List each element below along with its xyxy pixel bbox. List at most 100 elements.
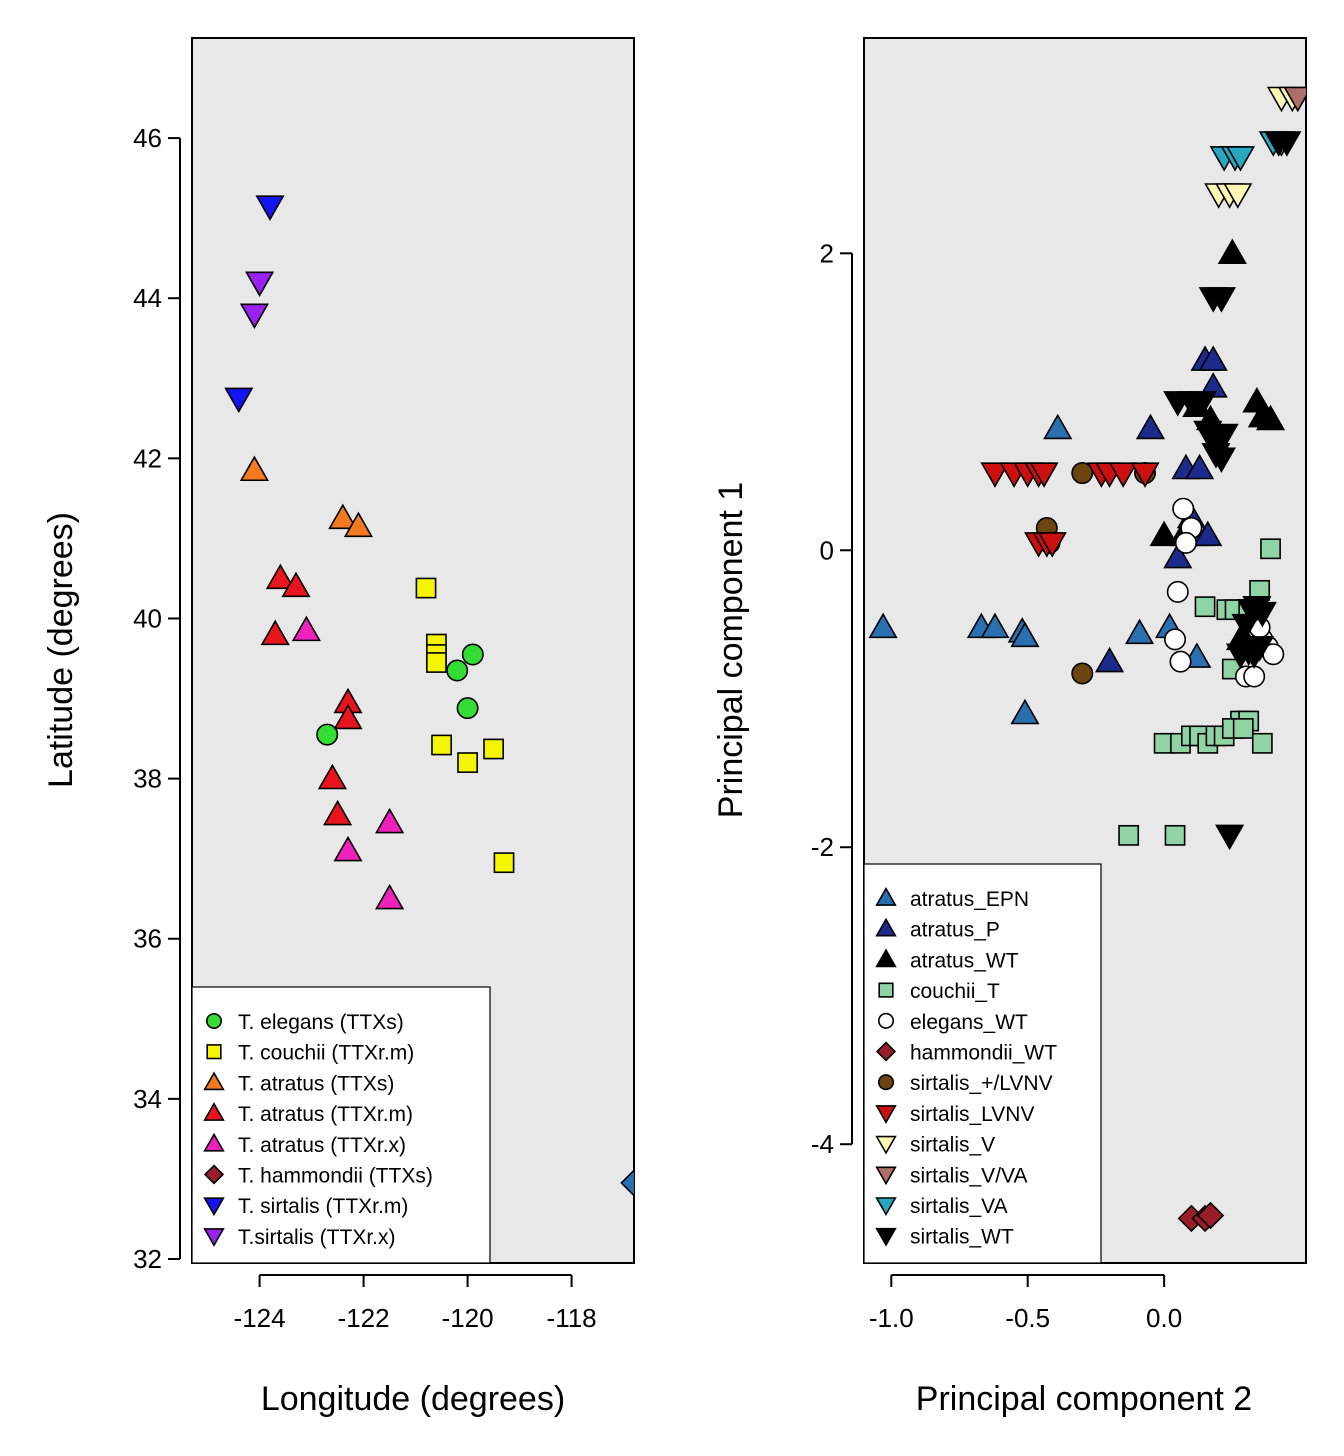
legend-marker bbox=[878, 982, 894, 998]
data-point-square bbox=[415, 577, 437, 599]
data-point-triangle-down bbox=[1209, 423, 1239, 450]
data-point-triangle-down bbox=[1215, 824, 1245, 851]
data-point-triangle-up bbox=[375, 883, 405, 910]
legend-box bbox=[863, 863, 1102, 1264]
legend-marker bbox=[875, 1227, 897, 1247]
data-point-circle bbox=[1174, 531, 1197, 554]
legend-label: T. atratus (TTXr.m) bbox=[238, 1103, 413, 1126]
y-tick-label: -4 bbox=[811, 1129, 834, 1159]
legend-label: sirtalis_+/LVNV bbox=[910, 1072, 1053, 1095]
data-point-circle bbox=[1243, 665, 1266, 688]
data-point-triangle-down bbox=[1264, 131, 1294, 157]
legend-marker bbox=[875, 948, 897, 968]
data-point-triangle-down bbox=[245, 271, 275, 298]
y-tick-label: 0 bbox=[820, 535, 834, 565]
x-tick-label: -124 bbox=[234, 1303, 286, 1333]
legend-marker bbox=[206, 1044, 222, 1060]
data-point-square bbox=[457, 752, 479, 773]
y-axis-title-left: Latitude (degrees) bbox=[42, 512, 80, 788]
legend-marker bbox=[875, 1105, 897, 1124]
data-point-circle bbox=[456, 697, 479, 720]
data-point-triangle-down bbox=[1037, 532, 1067, 558]
data-point-square bbox=[483, 738, 505, 760]
data-point-square bbox=[493, 852, 515, 874]
legend-label: sirtalis_V bbox=[910, 1134, 995, 1157]
legend-marker bbox=[203, 1197, 225, 1217]
legend-marker bbox=[203, 1164, 225, 1185]
legend-marker bbox=[205, 1012, 223, 1030]
data-point-circle bbox=[461, 643, 484, 666]
data-point-circle bbox=[316, 723, 339, 746]
legend-right: atratus_EPN atratus_P atratus_WT couchii_Te… bbox=[863, 863, 1102, 1264]
legend-left: T. elegans (TTXs) T. couchii (TTXr.m) T. a… bbox=[191, 986, 491, 1264]
data-point-triangle-up bbox=[1094, 646, 1125, 673]
y-tick-label: 34 bbox=[133, 1084, 162, 1114]
points-right bbox=[868, 86, 1306, 1233]
legend-label: couchii_T bbox=[910, 980, 1000, 1003]
x-tick-label: -118 bbox=[547, 1303, 597, 1333]
legend-label: T.sirtalis (TTXr.x) bbox=[238, 1226, 396, 1249]
y-tick-label: 40 bbox=[133, 603, 162, 633]
data-point-triangle-down bbox=[1130, 462, 1160, 488]
data-point-square bbox=[1164, 824, 1186, 846]
data-point-triangle-up bbox=[375, 807, 405, 834]
data-point-triangle-up bbox=[333, 835, 363, 862]
data-point-square bbox=[1260, 538, 1281, 560]
y-tick-label: 2 bbox=[820, 238, 834, 268]
legend-marker bbox=[203, 1071, 225, 1091]
legend-label: T. atratus (TTXs) bbox=[238, 1072, 394, 1095]
x-axis-title-left: Longitude (degrees) bbox=[261, 1380, 565, 1418]
data-point-triangle-down bbox=[239, 303, 269, 330]
y-tick-label: 46 bbox=[133, 123, 162, 153]
data-point-circle bbox=[1071, 662, 1094, 685]
legend-label: atratus_P bbox=[910, 919, 1000, 942]
data-point-triangle-down bbox=[1223, 183, 1253, 209]
y-tick-label: 44 bbox=[133, 283, 162, 313]
legend-label: T. sirtalis (TTXr.m) bbox=[238, 1195, 408, 1218]
data-point-triangle-up bbox=[323, 799, 353, 826]
data-point-triangle-up bbox=[1043, 413, 1073, 440]
legend-label: T. atratus (TTXr.x) bbox=[238, 1134, 406, 1157]
legend-label: sirtalis_LVNV bbox=[910, 1103, 1034, 1126]
data-point-square bbox=[1194, 596, 1216, 618]
data-point-triangle-down bbox=[1029, 462, 1059, 488]
legend-marker bbox=[875, 917, 897, 937]
data-point-triangle-down bbox=[1187, 391, 1217, 417]
data-point-circle bbox=[1164, 628, 1187, 651]
y-tick-label: -2 bbox=[811, 832, 834, 862]
legend-marker bbox=[875, 1135, 897, 1155]
data-point-triangle-down bbox=[1225, 146, 1256, 172]
legend-box bbox=[191, 986, 491, 1264]
data-point-triangle-up bbox=[1163, 542, 1193, 569]
axes-right: -1.0 -0.5 0.0 -4 -2 0 2 bbox=[811, 238, 1182, 1333]
data-point-triangle-down bbox=[224, 387, 254, 414]
data-point-diamond bbox=[1196, 1201, 1225, 1230]
data-point-triangle-up bbox=[333, 703, 363, 730]
data-point-triangle-up bbox=[1124, 618, 1155, 645]
data-point-triangle-up bbox=[343, 511, 373, 538]
legend-label: T. hammondii (TTXs) bbox=[238, 1165, 433, 1188]
legend-marker bbox=[877, 1012, 895, 1029]
data-point-triangle-down bbox=[1245, 636, 1275, 662]
data-point-diamond bbox=[620, 1169, 634, 1197]
y-tick-label: 42 bbox=[133, 443, 162, 473]
y-tick-label: 32 bbox=[133, 1244, 162, 1274]
x-tick-label: -0.5 bbox=[1005, 1303, 1050, 1333]
data-point-triangle-up bbox=[1010, 621, 1040, 648]
legend-label: hammondii_WT bbox=[910, 1042, 1057, 1065]
data-point-triangle-up bbox=[1010, 698, 1040, 725]
data-point-triangle-up bbox=[328, 503, 358, 530]
data-point-triangle-down bbox=[1206, 447, 1236, 474]
data-point-circle bbox=[446, 659, 469, 682]
data-point-triangle-up bbox=[1198, 345, 1228, 371]
legend-marker bbox=[203, 1102, 225, 1121]
data-point-triangle-up bbox=[281, 571, 311, 598]
axes-left: -124 -122 -120 -118 32 34 36 38 40 42 44 46 bbox=[133, 123, 597, 1333]
data-point-triangle-up bbox=[1185, 453, 1215, 480]
legend-label: T. elegans (TTXs) bbox=[238, 1011, 404, 1034]
data-point-square bbox=[425, 652, 447, 673]
data-point-square bbox=[1251, 732, 1273, 754]
legend-label: atratus_WT bbox=[910, 949, 1019, 972]
data-point-circle bbox=[1172, 497, 1195, 520]
data-point-circle bbox=[1166, 580, 1189, 603]
